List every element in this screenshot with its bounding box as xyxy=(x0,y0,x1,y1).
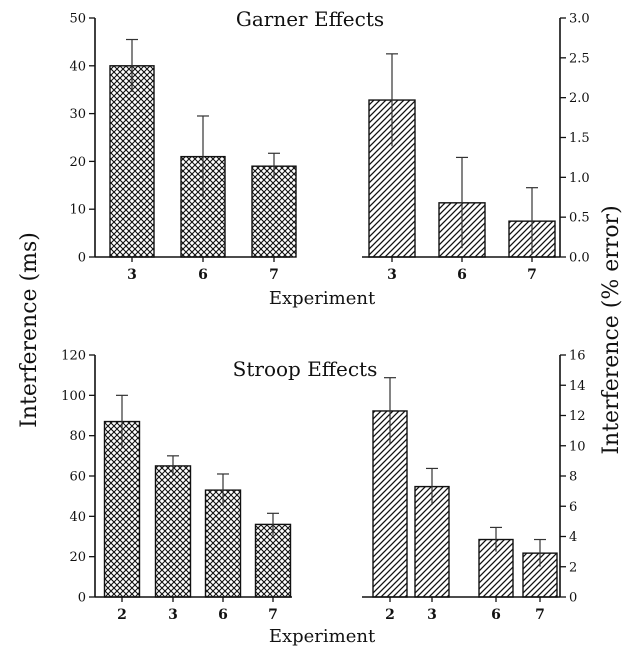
stroop-effects-title: Stroop Effects xyxy=(233,357,378,381)
stroop-error-y-tick-label: 10 xyxy=(569,439,586,454)
garner-ms-x-tick-label: 3 xyxy=(127,267,137,283)
garner-ms-bar-3 xyxy=(109,65,155,258)
stroop-ms-x-tick-label: 6 xyxy=(218,607,228,623)
garner-ms-panel: 0 10 20 30 40 50 3 6 7 xyxy=(69,12,297,283)
stroop-ms-y-tick-label: 120 xyxy=(61,349,86,364)
garner-error-y-tick-label: 2.5 xyxy=(569,51,590,66)
stroop-error-y-tick-label: 2 xyxy=(569,560,577,575)
stroop-error-x-tick-label: 7 xyxy=(535,607,545,623)
garner-error-y-tick-label: 1.0 xyxy=(569,171,590,186)
garner-effects-title: Garner Effects xyxy=(236,7,384,31)
stroop-ms-bar-2 xyxy=(103,420,141,598)
stroop-ms-bar-7 xyxy=(254,523,292,598)
stroop-ms-y-tick-label: 60 xyxy=(69,470,86,485)
stroop-error-y-tick-label: 16 xyxy=(569,349,586,364)
garner-error-panel: 0.0 0.5 1.0 1.5 2.0 2.5 3.0 3 6 7 xyxy=(362,12,590,283)
garner-error-y-tick-label: 3.0 xyxy=(569,12,590,27)
garner-ms-y-tick-label: 30 xyxy=(69,107,86,122)
stroop-ms-y-tick-label: 40 xyxy=(69,510,86,525)
garner-error-y-tick-label: 0.0 xyxy=(569,251,590,266)
stroop-error-panel: 0 2 4 6 8 10 12 14 16 2 3 6 7 xyxy=(362,349,586,623)
left-axis-title: Interference (ms) xyxy=(17,232,42,428)
garner-ms-y-tick-label: 0 xyxy=(78,251,86,266)
stroop-ms-x-tick-label: 3 xyxy=(168,607,178,623)
garner-error-y-tick-label: 2.0 xyxy=(569,91,590,106)
garner-x-axis-title: Experiment xyxy=(269,288,376,309)
stroop-ms-x-tick-label: 2 xyxy=(117,607,127,623)
stroop-x-axis-title: Experiment xyxy=(269,626,376,647)
garner-ms-y-tick-label: 50 xyxy=(69,12,86,27)
stroop-error-x-tick-label: 2 xyxy=(385,607,395,623)
garner-ms-y-tick-label: 20 xyxy=(69,155,86,170)
stroop-error-y-tick-label: 12 xyxy=(569,409,586,424)
stroop-error-y-tick-label: 6 xyxy=(569,500,577,515)
garner-error-bar-3 xyxy=(368,99,416,258)
garner-error-x-tick-label: 6 xyxy=(457,267,467,283)
garner-ms-x-tick-label: 6 xyxy=(198,267,208,283)
garner-ms-bar-7 xyxy=(251,165,297,258)
stroop-ms-y-tick-label: 20 xyxy=(69,550,86,565)
right-axis-title: Interference (% error) xyxy=(599,205,624,454)
stroop-error-y-tick-label: 4 xyxy=(569,530,577,545)
stroop-ms-y-tick-label: 100 xyxy=(61,389,86,404)
stroop-error-x-tick-label: 6 xyxy=(491,607,501,623)
garner-ms-x-tick-label: 7 xyxy=(269,267,279,283)
stroop-ms-x-tick-label: 7 xyxy=(268,607,278,623)
stroop-ms-bar-3 xyxy=(154,465,192,598)
garner-ms-y-tick-label: 10 xyxy=(69,203,86,218)
garner-error-x-tick-label: 7 xyxy=(527,267,537,283)
stroop-error-x-tick-label: 3 xyxy=(427,607,437,623)
stroop-ms-y-tick-label: 0 xyxy=(78,591,86,606)
stroop-ms-y-tick-label: 80 xyxy=(69,429,86,444)
stroop-ms-panel: 0 20 40 60 80 100 120 2 3 6 7 xyxy=(61,349,292,623)
stroop-error-y-tick-label: 0 xyxy=(569,591,577,606)
garner-error-y-tick-label: 0.5 xyxy=(569,211,590,226)
stroop-error-y-tick-label: 14 xyxy=(569,379,586,394)
stroop-error-y-tick-label: 8 xyxy=(569,470,577,485)
garner-error-y-tick-label: 1.5 xyxy=(569,131,590,146)
garner-ms-y-tick-label: 40 xyxy=(69,59,86,74)
garner-error-x-tick-label: 3 xyxy=(387,267,397,283)
